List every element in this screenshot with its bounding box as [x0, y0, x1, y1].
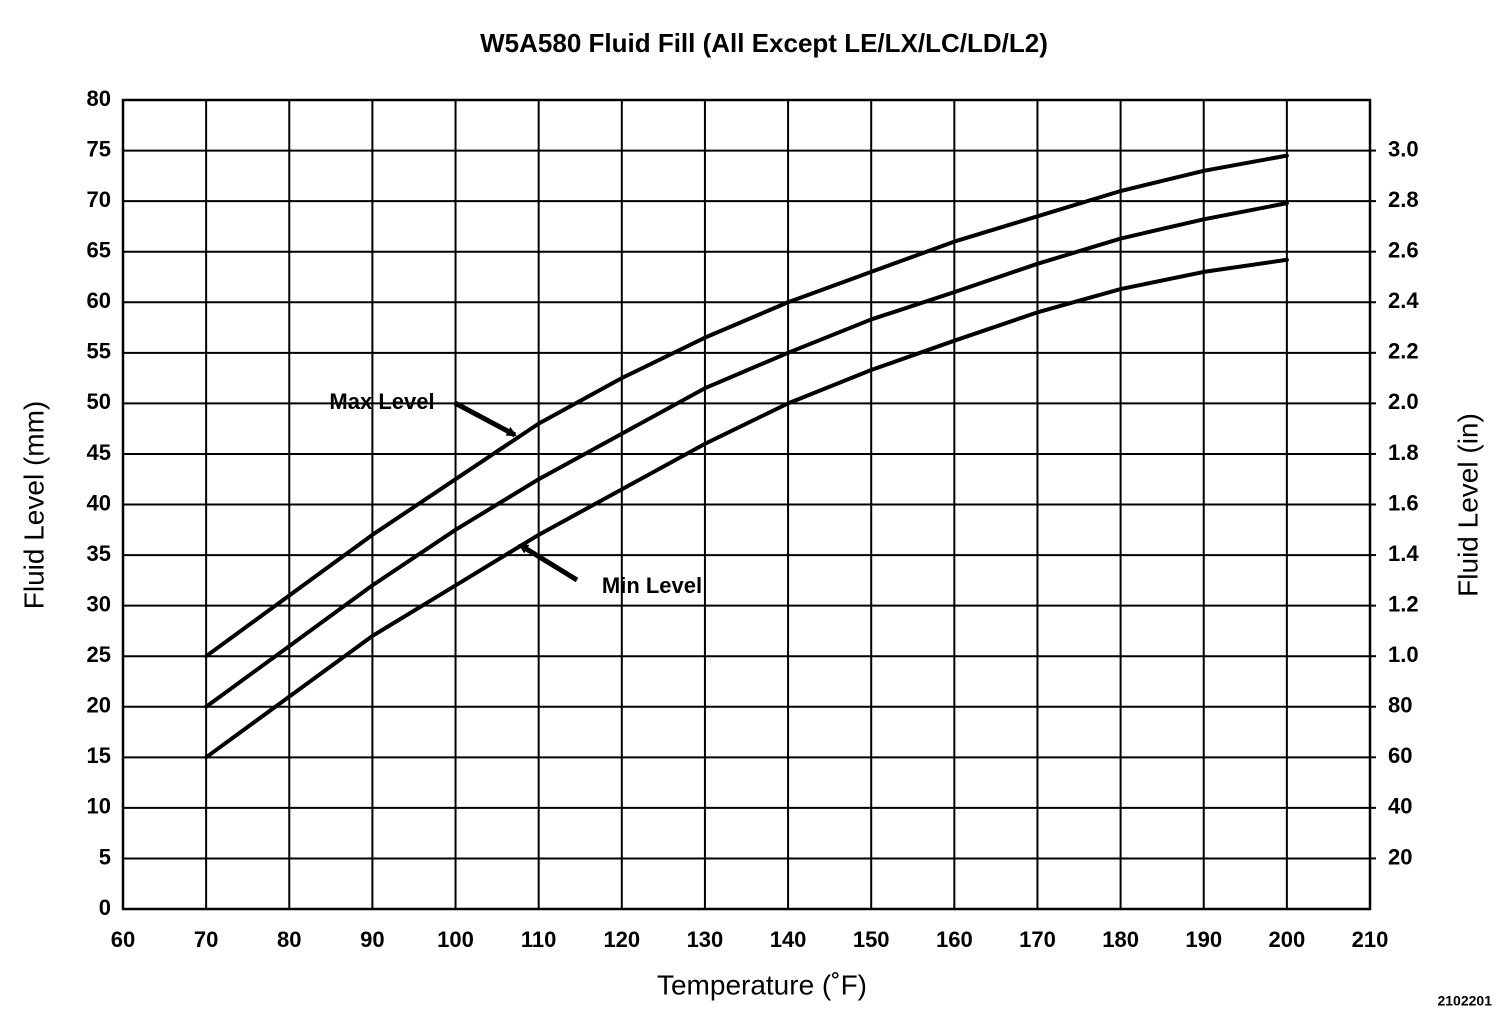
- y-tick-label: 60: [87, 288, 111, 313]
- x-tick-label: 60: [111, 927, 135, 952]
- y2-axis-label: Fluid Level (in): [1452, 413, 1483, 597]
- y-tick-label: 35: [87, 541, 111, 566]
- y2-tick-label: 1.8: [1388, 440, 1419, 465]
- x-tick-label: 90: [360, 927, 384, 952]
- y2-tick-label: 1.2: [1388, 591, 1419, 616]
- x-axis-label: Temperature (˚F): [657, 969, 867, 1000]
- x-tick-label: 140: [770, 927, 807, 952]
- y-axis-label: Fluid Level (mm): [18, 401, 49, 609]
- y2-tick-label: 60: [1388, 743, 1412, 768]
- x-tick-label: 120: [603, 927, 640, 952]
- y-tick-label: 55: [87, 339, 111, 364]
- x-tick-label: 200: [1269, 927, 1306, 952]
- x-tick-label: 150: [853, 927, 890, 952]
- chart-title: W5A580 Fluid Fill (All Except LE/LX/LC/L…: [480, 28, 1048, 58]
- y2-tick-label: 40: [1388, 794, 1412, 819]
- y2-tick-label: 3.0: [1388, 136, 1419, 161]
- figure-id: 2102201: [1437, 993, 1492, 1009]
- y2-tick-label: 2.8: [1388, 187, 1419, 212]
- y-tick-label: 45: [87, 440, 111, 465]
- x-tick-label: 180: [1102, 927, 1139, 952]
- y-tick-label: 15: [87, 743, 111, 768]
- y-tick-label: 40: [87, 490, 111, 515]
- y2-tick-label: 1.0: [1388, 642, 1419, 667]
- y-tick-label: 0: [99, 895, 111, 920]
- annotation: Max Level: [329, 389, 434, 414]
- annotation-arrow: [453, 400, 517, 438]
- y-tick-label: 25: [87, 642, 111, 667]
- y2-tick-label: 20: [1388, 844, 1412, 869]
- x-tick-label: 110: [521, 927, 557, 952]
- y-tick-label: 75: [87, 136, 111, 161]
- line-series: [204, 201, 1289, 709]
- y2-tick-label: 1.4: [1388, 541, 1419, 566]
- y-tick-label: 70: [87, 187, 111, 212]
- x-tick-label: 210: [1352, 927, 1389, 952]
- y-tick-label: 20: [87, 693, 111, 718]
- y-tick-label: 50: [87, 389, 111, 414]
- x-tick-label: 160: [936, 927, 973, 952]
- y2-tick-label: 2.0: [1388, 389, 1419, 414]
- x-tick-label: 190: [1185, 927, 1222, 952]
- annotation-arrow: [518, 542, 579, 583]
- y2-tick-label: 2.6: [1388, 238, 1419, 263]
- y2-tick-label: 80: [1388, 693, 1412, 718]
- y-tick-label: 30: [87, 591, 111, 616]
- line-series: [204, 153, 1289, 659]
- line-series: [204, 257, 1289, 760]
- x-tick-label: 130: [687, 927, 724, 952]
- plot-frame: [121, 98, 1372, 911]
- y-tick-label: 10: [87, 794, 111, 819]
- y2-tick-label: 2.4: [1388, 288, 1419, 313]
- y-tick-label: 5: [99, 844, 111, 869]
- x-tick-label: 80: [277, 927, 301, 952]
- y2-tick-label: 1.6: [1388, 490, 1419, 515]
- x-tick-label: 170: [1019, 927, 1056, 952]
- y-tick-label: 80: [87, 86, 111, 111]
- y-tick-label: 65: [87, 238, 111, 263]
- x-tick-label: 70: [194, 927, 218, 952]
- y2-tick-label: 2.2: [1388, 339, 1419, 364]
- annotation: Min Level: [602, 573, 702, 598]
- x-tick-label: 100: [437, 927, 474, 952]
